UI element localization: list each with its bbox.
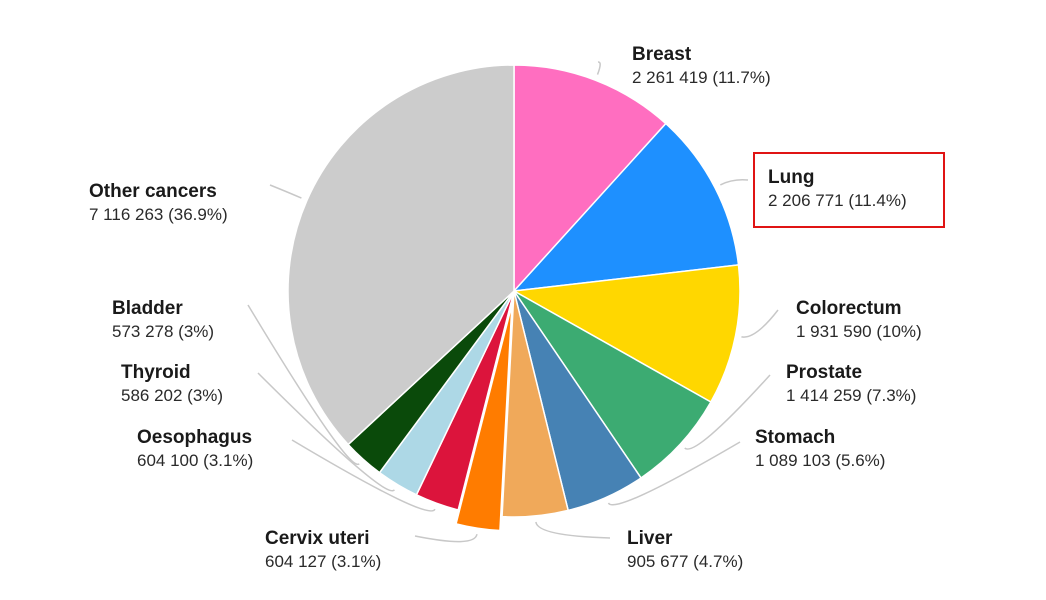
slice-colorectum [511,264,741,404]
leader-line-thyroid [257,372,395,492]
leader-line-stomach [607,441,741,506]
slice-lung [512,122,740,292]
slice-labels: Breast 2 261 419 (11.7%) Lung 2 206 771 (11… [89,44,945,571]
slice-label-stomach: Stomach [755,427,835,448]
slice-label-breast: Breast [632,44,692,65]
slice-value-cervix-uteri: 604 127 (3.1%) [265,552,381,571]
slice-value-lung: 2 206 771 (11.4%) [768,191,907,210]
slice-value-liver: 905 677 (4.7%) [627,552,743,571]
leader-lines [247,61,779,543]
slice-label-cervix-uteri: Cervix uteri [265,528,370,549]
slice-label-liver: Liver [627,528,673,549]
slice-label-colorectum: Colorectum [796,298,902,319]
slice-value-other-cancers: 7 116 263 (36.9%) [89,205,228,224]
leader-line-liver [535,521,611,539]
leader-line-bladder [247,304,360,466]
slice-liver [501,290,570,518]
leader-line-lung [719,178,749,186]
leader-line-prostate [684,374,771,450]
slice-value-oesophagus: 604 100 (3.1%) [137,451,253,470]
slice-label-bladder: Bladder [112,298,183,319]
slice-value-colorectum: 1 931 590 (10%) [796,322,922,341]
slice-label-oesophagus: Oesophagus [137,427,252,448]
slice-value-bladder: 573 278 (3%) [112,322,214,341]
highlight-box-lung [753,152,945,228]
pie-slices [287,64,741,532]
slice-cervix-uteri [455,304,513,532]
slice-value-breast: 2 261 419 (11.7%) [632,68,771,87]
slice-value-prostate: 1 414 259 (7.3%) [786,386,916,405]
slice-value-stomach: 1 089 103 (5.6%) [755,451,885,470]
slice-label-thyroid: Thyroid [121,362,191,383]
slice-breast [513,64,667,293]
slice-prostate [513,290,712,479]
slice-label-prostate: Prostate [786,362,862,383]
slice-value-thyroid: 586 202 (3%) [121,386,223,405]
leader-line-oesophagus [291,439,436,512]
leader-line-colorectum [741,309,779,338]
leader-line-cervix-uteri [414,533,478,543]
leader-line-breast [596,61,601,75]
slice-other-cancers [287,64,515,446]
slice-label-other-cancers: Other cancers [89,181,217,202]
slice-label-lung: Lung [768,167,814,188]
leader-line-other-cancers [269,184,302,199]
